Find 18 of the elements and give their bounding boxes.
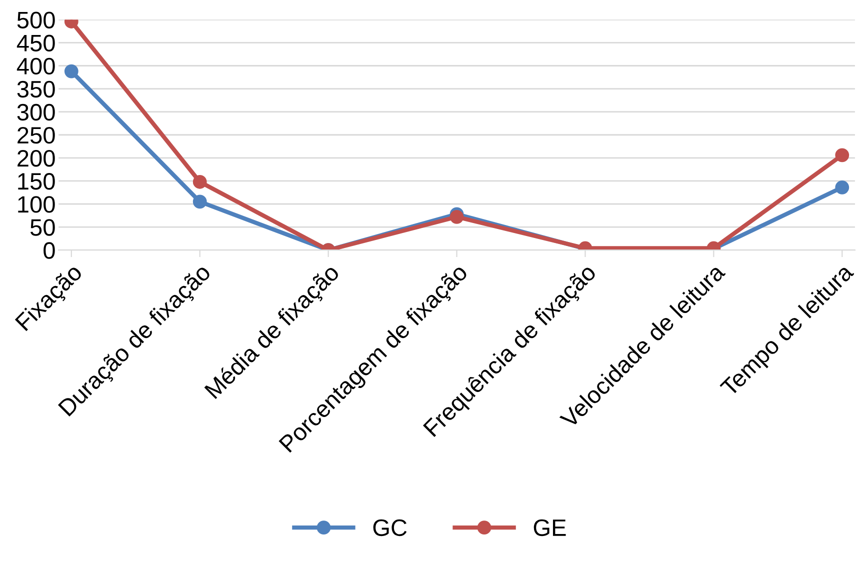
y-tick-label: 350 bbox=[17, 80, 55, 98]
y-tick-label: 400 bbox=[16, 58, 55, 75]
point bbox=[450, 210, 464, 224]
legend-label: GE bbox=[534, 519, 566, 536]
y-tick-label: 250 bbox=[18, 126, 55, 144]
y-tick-label: 500 bbox=[17, 12, 55, 28]
y-tick-label: 0 bbox=[44, 242, 55, 259]
point bbox=[192, 194, 207, 209]
point bbox=[835, 180, 850, 194]
y-tick-label: 150 bbox=[18, 173, 55, 190]
y-tick-label: 50 bbox=[30, 219, 55, 236]
y-tick-label: 450 bbox=[16, 34, 55, 52]
legend-label: GC bbox=[373, 519, 407, 536]
y-tick-label: 100 bbox=[18, 196, 55, 213]
y-tick-label: 300 bbox=[17, 104, 55, 121]
point bbox=[192, 174, 207, 189]
point bbox=[835, 148, 850, 162]
y-tick-label: 200 bbox=[18, 150, 55, 167]
